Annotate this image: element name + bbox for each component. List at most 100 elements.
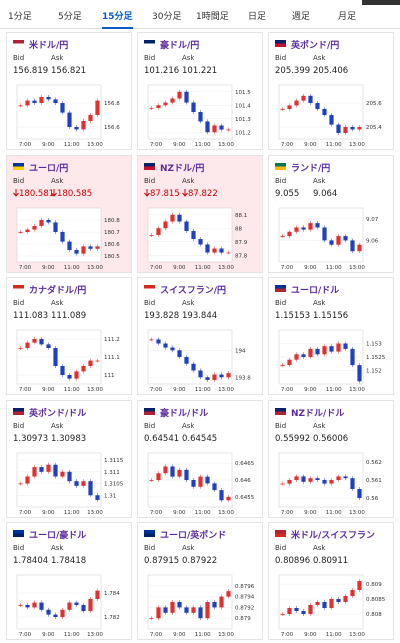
candle xyxy=(212,602,217,608)
rate-card[interactable]: 米ドル/スイスフラン Bid Ask 0.80896 0.80911 0.809 0.808… xyxy=(268,522,394,640)
rate-card[interactable]: NZドル/円 Bid Ask 87.815 87.822 88.1 88 87.9 87.8 7:… xyxy=(137,154,263,273)
candle xyxy=(226,591,231,597)
mini-chart: 1.784 1.782 7:00 9:00 11:00 13:00 xyxy=(16,574,120,638)
rate-card[interactable]: カナダドル/円 Bid Ask 111.083 111.089 111.2 111.1 111… xyxy=(6,277,132,395)
tab[interactable]: 月足 xyxy=(338,12,357,22)
candle xyxy=(350,348,355,366)
pair-name[interactable]: スイスフラン/円 xyxy=(160,286,227,296)
pair-name[interactable]: 米ドル/円 xyxy=(29,41,69,51)
rate-card[interactable]: ユーロ/豪ドル Bid Ask 1.78404 1.78418 1.784 1.782 7:0… xyxy=(6,522,132,640)
pair-name[interactable]: 豪ドル/円 xyxy=(160,41,200,51)
flag xyxy=(13,285,24,292)
pair-name[interactable]: ユーロ/ドル xyxy=(291,286,340,296)
y-tick-label: 0.6455 xyxy=(235,494,255,500)
candle xyxy=(74,127,79,130)
candle xyxy=(329,346,334,352)
y-tick-label: 9.07 xyxy=(366,216,379,222)
bid-price: 0.87915 xyxy=(144,556,179,566)
rate-card[interactable]: スイスフラン/円 Bid Ask 193.828 193.844 194 193.8 7:00… xyxy=(137,277,263,395)
candle xyxy=(357,244,362,251)
pair-name[interactable]: ユーロ/豪ドル xyxy=(29,531,87,541)
flag xyxy=(144,40,155,47)
pair-name[interactable]: 英ポンド/円 xyxy=(291,41,340,51)
ask-label: Ask xyxy=(313,544,326,552)
candle xyxy=(39,602,44,610)
candle xyxy=(46,344,51,348)
candle xyxy=(156,105,161,108)
candle xyxy=(336,235,341,245)
y-tick-label: 0.809 xyxy=(366,582,382,588)
ask-value: 1.78418 xyxy=(51,556,87,566)
x-tick-label: 9:00 xyxy=(42,387,55,393)
pair-name[interactable]: カナダドル/円 xyxy=(29,286,87,296)
y-tick-label: 111.1 xyxy=(104,355,120,361)
y-tick-label: 1.152 xyxy=(366,369,382,375)
bid-price: 1.78404 xyxy=(13,556,48,566)
bid-price: 0.80896 xyxy=(275,556,310,566)
pair-name[interactable]: ユーロ/英ポンド xyxy=(160,531,227,541)
candle xyxy=(280,483,285,484)
candle xyxy=(170,466,175,477)
x-tick-label: 9:00 xyxy=(173,387,186,393)
tab[interactable]: 5分足 xyxy=(58,12,82,22)
bid-label: Bid xyxy=(275,421,287,430)
tab[interactable]: 1分足 xyxy=(8,12,32,22)
candle xyxy=(95,245,100,249)
rate-card[interactable]: 米ドル/円 Bid Ask 156.819 156.821 156.8 156.6 7:00 9… xyxy=(6,32,132,150)
y-tick-label: 87.9 xyxy=(235,239,248,245)
pair-name[interactable]: 米ドル/スイスフラン xyxy=(291,531,376,541)
candle xyxy=(294,226,299,232)
rate-card[interactable]: ユーロ/ドル Bid Ask 1.15153 1.15156 1.153 1.1525 1.1… xyxy=(268,277,394,395)
x-tick-label: 11:00 xyxy=(64,387,80,393)
rate-card[interactable]: 英ポンド/ドル Bid Ask 1.30973 1.30983 1.3115 1.311 1.… xyxy=(6,399,132,518)
ask-label: Ask xyxy=(51,544,64,552)
candle xyxy=(88,360,93,366)
rate-card[interactable]: NZドル/ドル Bid Ask 0.55992 0.56006 0.562 0.561 0.5… xyxy=(268,399,394,518)
pair-name[interactable]: 豪ドル/ドル xyxy=(160,408,209,419)
bid-value: 205.399 xyxy=(275,66,311,76)
bid-value: 0.87915 xyxy=(144,556,180,566)
candle xyxy=(67,112,72,127)
flag xyxy=(144,162,155,170)
candle xyxy=(343,475,348,478)
ask-label: Ask xyxy=(51,299,64,307)
pair-name[interactable]: ランド/円 xyxy=(291,163,331,174)
flag xyxy=(144,285,155,292)
tab[interactable]: 週足 xyxy=(292,12,311,22)
plot-area xyxy=(278,84,364,140)
rate-card[interactable]: ユーロ/円 Bid Ask 180.581 180.585 180.8 180.7 180.6… xyxy=(6,154,132,273)
bid-value: 180.581 xyxy=(19,188,55,199)
x-tick-label: 11:00 xyxy=(326,510,342,516)
flag xyxy=(275,40,286,47)
tab[interactable]: 日足 xyxy=(248,12,267,22)
plot-area xyxy=(147,329,233,385)
candle xyxy=(343,127,348,133)
rate-card[interactable]: 英ポンド/円 Bid Ask 205.399 205.406 205.6 205.4 7:00… xyxy=(268,32,394,150)
rate-card[interactable]: 豪ドル/ドル Bid Ask 0.64541 0.64545 0.6465 0.646 0.6… xyxy=(137,399,263,518)
ask-value: 111.089 xyxy=(51,311,87,321)
tab[interactable]: 15分足 xyxy=(102,9,133,29)
candle xyxy=(350,127,355,130)
x-tick-label: 13:00 xyxy=(87,632,103,638)
rate-card[interactable]: ユーロ/英ポンド Bid Ask 0.87915 0.87922 0.8796 0.8794… xyxy=(137,522,263,640)
x-tick-label: 7:00 xyxy=(281,510,294,516)
pair-name[interactable]: 英ポンド/ドル xyxy=(29,408,87,419)
pair-name[interactable]: ユーロ/円 xyxy=(29,163,69,174)
candle xyxy=(343,343,348,349)
tab[interactable]: 30分足 xyxy=(152,12,182,22)
mini-chart: 180.8 180.7 180.6 180.5 7:00 9:00 11:00 13:00 xyxy=(16,207,120,271)
pair-name[interactable]: NZドル/ドル xyxy=(291,408,345,419)
ask-price: 156.821 xyxy=(51,66,86,76)
candle xyxy=(212,248,217,253)
pair-name[interactable]: NZドル/円 xyxy=(160,163,205,174)
bid-value: 101.216 xyxy=(144,66,180,76)
x-tick-label: 11:00 xyxy=(195,265,211,271)
ask-value: 205.406 xyxy=(313,66,349,76)
tab[interactable]: 1時間足 xyxy=(196,12,229,22)
candle xyxy=(308,95,313,103)
x-tick-label: 13:00 xyxy=(87,265,103,271)
rate-card[interactable]: ランド/円 Bid Ask 9.055 9.064 9.07 9.06 7:00 9:00 11:… xyxy=(268,154,394,273)
candle xyxy=(280,365,285,366)
rate-card[interactable]: 豪ドル/円 Bid Ask 101.216 101.221 101.5 101.4 101.3… xyxy=(137,32,263,150)
x-tick-label: 7:00 xyxy=(150,510,163,516)
